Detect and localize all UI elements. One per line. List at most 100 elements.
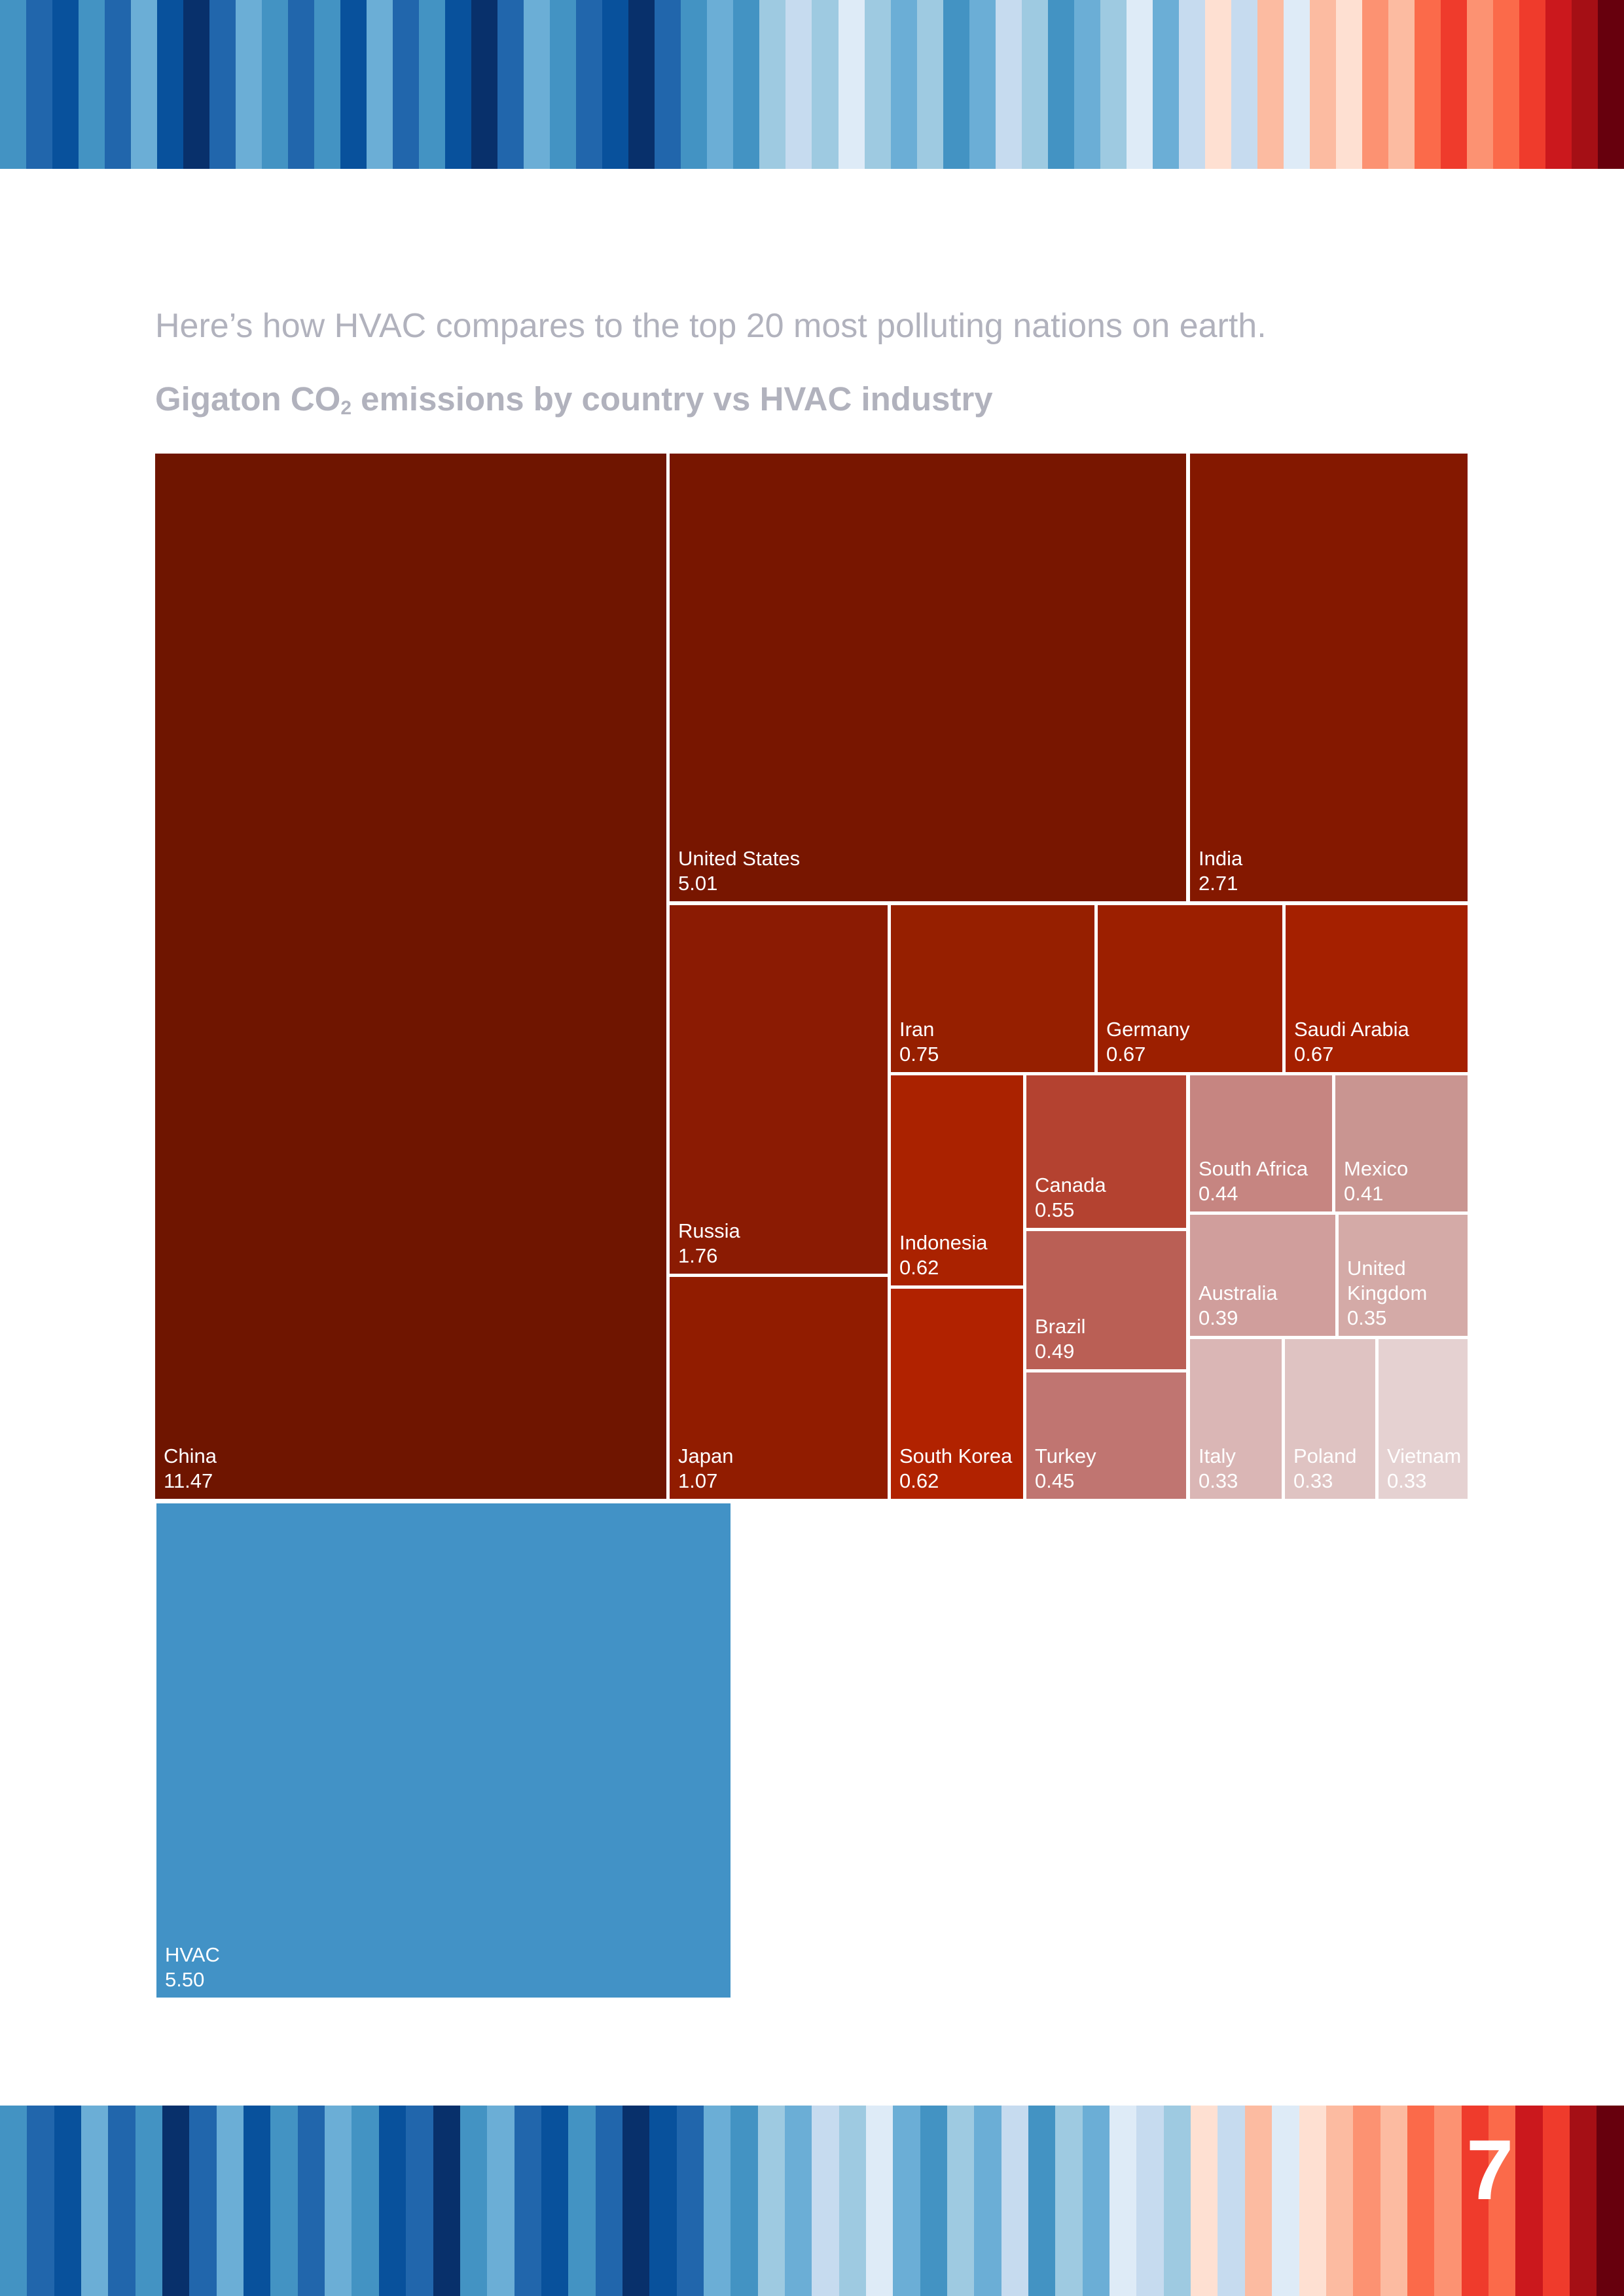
treemap-cell-united-states — [670, 454, 1186, 901]
stripe — [920, 2106, 948, 2296]
stripe — [943, 0, 969, 169]
treemap-cell-germany — [1098, 905, 1282, 1072]
treemap-name-label: Italy — [1199, 1444, 1236, 1467]
stripe — [1335, 0, 1362, 169]
stripe — [1461, 2106, 1489, 2296]
stripe — [378, 2106, 406, 2296]
stripe — [1414, 0, 1441, 169]
stripe — [135, 2106, 163, 2296]
stripe — [1272, 2106, 1299, 2296]
treemap-cell-russia — [670, 905, 888, 1274]
stripe — [1204, 0, 1231, 169]
stripe — [1021, 0, 1048, 169]
stripe — [209, 0, 236, 169]
stripe — [1407, 2106, 1435, 2296]
treemap-name-label: South Africa — [1199, 1157, 1308, 1180]
stripe — [595, 2106, 623, 2296]
stripe — [655, 0, 681, 169]
stripe — [1492, 0, 1519, 169]
stripe — [497, 0, 524, 169]
treemap-value-label: 0.67 — [1106, 1043, 1146, 1066]
treemap-cell-south-korea — [891, 1289, 1023, 1499]
stripe — [131, 0, 158, 169]
stripe — [1597, 0, 1624, 169]
stripe — [568, 2106, 596, 2296]
stripe — [105, 0, 132, 169]
stripe — [270, 2106, 298, 2296]
stripe — [1571, 0, 1598, 169]
treemap-value-label: 1.07 — [678, 1469, 717, 1492]
stripe — [244, 2106, 271, 2296]
treemap-name-label: United States — [678, 847, 800, 870]
treemap-name-label: China — [164, 1444, 217, 1467]
stripe — [602, 0, 629, 169]
stripe — [79, 0, 105, 169]
treemap-value-label: 1.76 — [678, 1244, 717, 1267]
stripe — [1515, 2106, 1543, 2296]
stripe — [1163, 2106, 1191, 2296]
stripe — [628, 0, 655, 169]
stripe — [183, 0, 210, 169]
treemap-value-label: 0.35 — [1347, 1306, 1386, 1329]
treemap-name-label: Canada — [1035, 1174, 1106, 1196]
stripe — [866, 2106, 893, 2296]
treemap-name-label: Germany — [1106, 1018, 1190, 1041]
stripe — [1047, 0, 1074, 169]
stripe — [550, 0, 577, 169]
stripe — [995, 0, 1022, 169]
stripe — [1597, 2106, 1624, 2296]
treemap-name-label: Brazil — [1035, 1315, 1086, 1338]
treemap-cell-indonesia — [891, 1075, 1023, 1285]
treemap-name-label: Russia — [678, 1219, 741, 1242]
stripe — [288, 0, 315, 169]
treemap-cell-mexico — [1335, 1075, 1468, 1211]
stripe — [340, 0, 367, 169]
stripe — [864, 0, 891, 169]
treemap-name-label: Iran — [899, 1018, 934, 1041]
stripe — [1542, 2106, 1570, 2296]
treemap-name-label: Kingdom — [1347, 1282, 1427, 1304]
stripe — [759, 0, 786, 169]
treemap-value-label: 5.50 — [165, 1968, 204, 1991]
stripe — [839, 2106, 866, 2296]
treemap-value-label: 0.41 — [1344, 1182, 1383, 1205]
stripe — [1126, 0, 1153, 169]
stripe — [649, 2106, 677, 2296]
stripe — [236, 0, 262, 169]
stripe — [27, 2106, 54, 2296]
treemap-cell-iran — [891, 905, 1094, 1072]
stripe — [524, 0, 550, 169]
treemap-cell-united-kingdom — [1339, 1215, 1468, 1336]
treemap-name-label: Turkey — [1035, 1444, 1096, 1467]
stripe — [812, 2106, 839, 2296]
stripe — [1178, 0, 1205, 169]
stripe — [1466, 0, 1493, 169]
stripe — [1488, 2106, 1516, 2296]
stripe — [703, 2106, 731, 2296]
stripe — [1519, 0, 1545, 169]
treemap-name-label: Japan — [678, 1444, 733, 1467]
stripe — [1244, 2106, 1272, 2296]
treemap-cell-turkey — [1026, 1372, 1186, 1499]
treemap-value-label: 11.47 — [164, 1469, 213, 1492]
stripe — [26, 0, 53, 169]
stripe — [471, 0, 498, 169]
treemap-value-label: 5.01 — [678, 872, 717, 895]
stripe — [812, 0, 839, 169]
intro-text: Here’s how HVAC compares to the top 20 m… — [155, 307, 1267, 345]
stripe — [974, 2106, 1001, 2296]
stripe — [1440, 0, 1467, 169]
stripe — [1028, 2106, 1056, 2296]
treemap-name-label: Poland — [1293, 1444, 1357, 1467]
stripe — [681, 0, 708, 169]
chart-title-main: Gigaton CO — [155, 380, 341, 418]
stripe — [81, 2106, 109, 2296]
stripe — [622, 2106, 650, 2296]
stripe — [1362, 0, 1388, 169]
stripe — [1283, 0, 1310, 169]
stripe — [314, 0, 341, 169]
stripe — [1152, 0, 1179, 169]
stripe — [731, 2106, 758, 2296]
stripe — [216, 2106, 244, 2296]
stripe — [676, 2106, 704, 2296]
